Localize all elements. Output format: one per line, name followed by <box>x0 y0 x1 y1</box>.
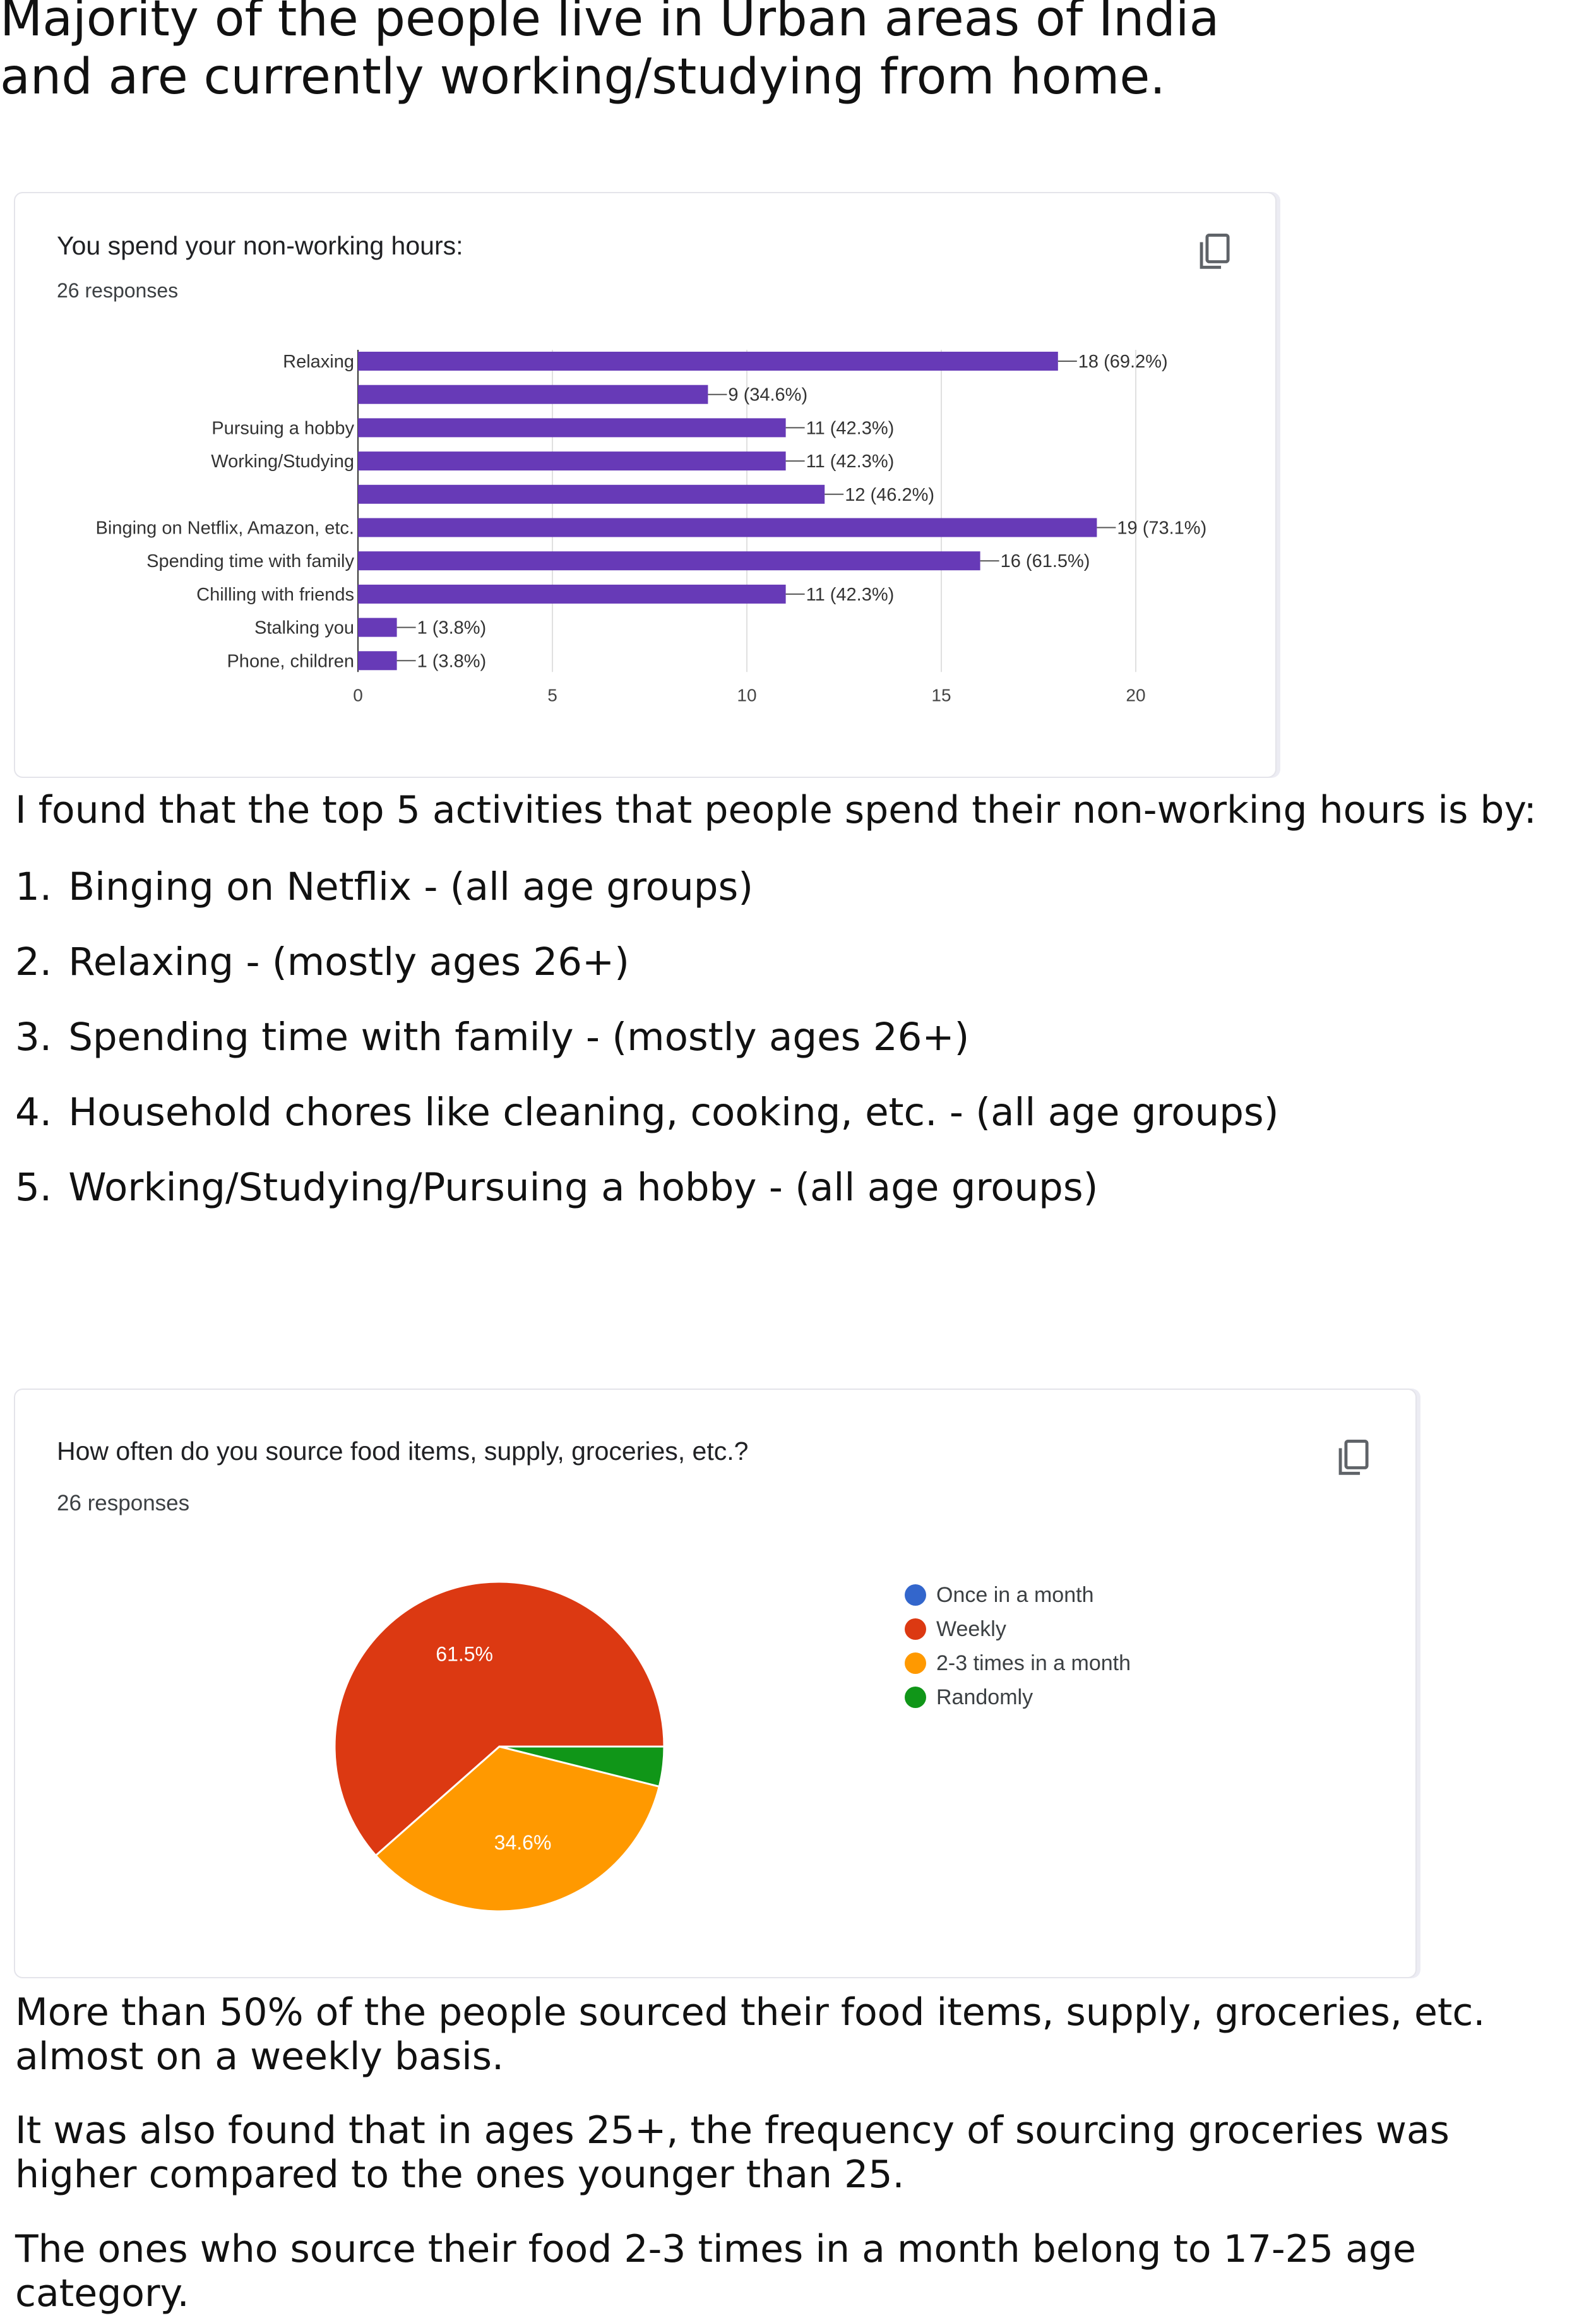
list-item-number: 3. <box>15 1015 52 1060</box>
list-item-text: Spending time with family - (mostly ages… <box>68 1015 970 1060</box>
findings-list: 1. Binging on Netflix - (all age groups) … <box>15 849 1279 1225</box>
list-item-text: Relaxing - (mostly ages 26+) <box>68 940 629 984</box>
conclusion-weekly: More than 50% of the people sourced thei… <box>15 1990 1486 2079</box>
legend-swatch <box>905 1618 926 1640</box>
category-label: Phone, children <box>227 651 354 671</box>
legend-label: Once in a month <box>936 1583 1094 1607</box>
category-label: Chilling with friends <box>196 585 354 605</box>
heading-line-1: Majority of the people live in Urban are… <box>0 0 1220 47</box>
bar <box>358 352 1058 371</box>
list-item-text: Working/Studying/Pursuing a hobby - (all… <box>68 1165 1099 1210</box>
legend-swatch <box>905 1687 926 1708</box>
bar-chart: 0 5 10 15 20 Relaxing 18 (69.2%) 9 (34.6%) Pursu… <box>96 350 1206 705</box>
value-label: 11 (42.3%) <box>806 451 895 472</box>
legend-label: Weekly <box>936 1617 1006 1641</box>
category-label: Pursuing a hobby <box>211 418 354 438</box>
list-item: 4. Household chores like cleaning, cookin… <box>15 1075 1279 1150</box>
value-label: 9 (34.6%) <box>728 385 807 405</box>
value-label: 12 (46.2%) <box>845 485 934 505</box>
category-label: Relaxing <box>283 352 354 372</box>
copy-icon[interactable] <box>1336 1438 1370 1478</box>
bar <box>358 451 786 471</box>
list-item-text: Binging on Netflix - (all age groups) <box>68 864 754 909</box>
list-item: 3. Spending time with family - (mostly ag… <box>15 1000 1279 1075</box>
value-label: 16 (61.5%) <box>1001 551 1090 571</box>
list-item: 1. Binging on Netflix - (all age groups) <box>15 849 1279 924</box>
bar-chart-card: You spend your non-working hours: 26 res… <box>14 192 1277 778</box>
list-item-number: 1. <box>15 864 52 909</box>
x-tick-label: 0 <box>353 685 363 705</box>
bar-chart-title: You spend your non-working hours: <box>57 231 463 260</box>
legend-label: 2-3 times in a month <box>936 1651 1131 1675</box>
bar <box>358 651 397 671</box>
x-tick-label: 15 <box>931 685 951 705</box>
legend-item: 2-3 times in a month <box>905 1646 1131 1680</box>
conclusion-age: It was also found that in ages 25+, the … <box>15 2108 1450 2197</box>
pie-legend: Once in a month Weekly 2-3 times in a mo… <box>905 1578 1131 1714</box>
bar <box>358 551 980 571</box>
legend-item: Randomly <box>905 1680 1131 1714</box>
copy-icon[interactable] <box>1197 232 1231 272</box>
list-item-text: Household chores like cleaning, cooking,… <box>68 1090 1279 1135</box>
value-label: 1 (3.8%) <box>417 618 487 638</box>
legend-item: Weekly <box>905 1612 1131 1646</box>
bar <box>358 385 708 404</box>
category-label: Working/Studying <box>211 451 354 472</box>
list-item-number: 2. <box>15 940 52 984</box>
pie-chart-title: How often do you source food items, supp… <box>57 1437 749 1466</box>
x-tick-label: 10 <box>737 685 756 705</box>
bar <box>358 518 1097 537</box>
legend-label: Randomly <box>936 1685 1033 1709</box>
category-label: Stalking you <box>254 618 354 638</box>
list-item-number: 5. <box>15 1165 52 1210</box>
bar <box>358 584 786 604</box>
bar-chart-responses: 26 responses <box>57 279 179 302</box>
value-label: 18 (69.2%) <box>1078 352 1168 372</box>
category-label: Binging on Netflix, Amazon, etc. <box>96 518 354 539</box>
value-label: 11 (42.3%) <box>806 585 895 605</box>
x-tick-label: 5 <box>547 685 557 705</box>
page-heading: Majority of the people live in Urban are… <box>0 0 1596 106</box>
pie-chart-responses: 26 responses <box>57 1491 190 1515</box>
legend-swatch <box>905 1584 926 1606</box>
bar <box>358 618 397 637</box>
legend-swatch <box>905 1652 926 1674</box>
list-item-number: 4. <box>15 1090 52 1135</box>
x-tick-label: 20 <box>1126 685 1145 705</box>
value-label: 11 (42.3%) <box>806 418 895 438</box>
pie-chart-card: How often do you source food items, supp… <box>14 1389 1417 1978</box>
heading-line-2: and are currently working/studying from … <box>0 49 1166 105</box>
findings-intro: I found that the top 5 activities that p… <box>15 788 1537 832</box>
bar <box>358 484 825 504</box>
list-item: 2. Relaxing - (mostly ages 26+) <box>15 924 1279 1000</box>
bar <box>358 418 786 438</box>
value-label: 19 (73.1%) <box>1117 518 1206 539</box>
list-item: 5. Working/Studying/Pursuing a hobby - (a… <box>15 1150 1279 1225</box>
conclusion-younger: The ones who source their food 2-3 times… <box>15 2227 1416 2315</box>
category-label: Spending time with family <box>146 551 354 571</box>
legend-item: Once in a month <box>905 1578 1131 1612</box>
value-label: 1 (3.8%) <box>417 651 487 671</box>
